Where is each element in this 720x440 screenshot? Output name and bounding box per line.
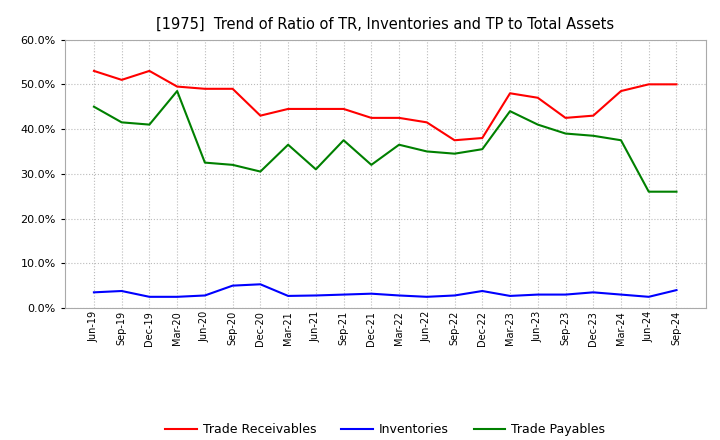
Legend: Trade Receivables, Inventories, Trade Payables: Trade Receivables, Inventories, Trade Pa… — [161, 418, 610, 440]
Trade Payables — [672, 189, 681, 194]
Line: Inventories: Inventories — [94, 284, 677, 297]
Trade Receivables — [256, 113, 265, 118]
Trade Payables — [505, 109, 514, 114]
Trade Receivables — [145, 68, 154, 73]
Trade Receivables — [395, 115, 403, 121]
Trade Receivables — [201, 86, 210, 92]
Trade Receivables — [644, 82, 653, 87]
Line: Trade Receivables: Trade Receivables — [94, 71, 677, 140]
Inventories — [423, 294, 431, 300]
Inventories — [505, 293, 514, 299]
Trade Receivables — [423, 120, 431, 125]
Inventories — [367, 291, 376, 296]
Trade Payables — [228, 162, 237, 168]
Trade Receivables — [450, 138, 459, 143]
Trade Payables — [395, 142, 403, 147]
Inventories — [312, 293, 320, 298]
Trade Receivables — [561, 115, 570, 121]
Inventories — [256, 282, 265, 287]
Trade Payables — [256, 169, 265, 174]
Inventories — [89, 290, 98, 295]
Inventories — [561, 292, 570, 297]
Trade Receivables — [89, 68, 98, 73]
Trade Receivables — [534, 95, 542, 100]
Trade Payables — [561, 131, 570, 136]
Inventories — [395, 293, 403, 298]
Inventories — [117, 288, 126, 293]
Inventories — [534, 292, 542, 297]
Inventories — [478, 288, 487, 293]
Title: [1975]  Trend of Ratio of TR, Inventories and TP to Total Assets: [1975] Trend of Ratio of TR, Inventories… — [156, 16, 614, 32]
Trade Payables — [367, 162, 376, 168]
Inventories — [644, 294, 653, 300]
Trade Payables — [450, 151, 459, 156]
Trade Receivables — [284, 106, 292, 112]
Trade Payables — [616, 138, 625, 143]
Trade Payables — [589, 133, 598, 139]
Trade Payables — [117, 120, 126, 125]
Inventories — [672, 287, 681, 293]
Trade Payables — [201, 160, 210, 165]
Inventories — [284, 293, 292, 299]
Trade Payables — [534, 122, 542, 127]
Trade Receivables — [616, 88, 625, 94]
Inventories — [228, 283, 237, 288]
Trade Receivables — [589, 113, 598, 118]
Inventories — [589, 290, 598, 295]
Trade Receivables — [173, 84, 181, 89]
Trade Payables — [312, 167, 320, 172]
Inventories — [145, 294, 154, 300]
Trade Payables — [89, 104, 98, 109]
Trade Payables — [644, 189, 653, 194]
Trade Receivables — [478, 136, 487, 141]
Inventories — [339, 292, 348, 297]
Trade Payables — [173, 88, 181, 94]
Trade Payables — [284, 142, 292, 147]
Inventories — [173, 294, 181, 300]
Inventories — [201, 293, 210, 298]
Trade Receivables — [117, 77, 126, 82]
Line: Trade Payables: Trade Payables — [94, 91, 677, 192]
Trade Receivables — [228, 86, 237, 92]
Trade Receivables — [672, 82, 681, 87]
Trade Payables — [145, 122, 154, 127]
Trade Payables — [339, 138, 348, 143]
Trade Receivables — [505, 91, 514, 96]
Trade Receivables — [339, 106, 348, 112]
Trade Receivables — [367, 115, 376, 121]
Inventories — [450, 293, 459, 298]
Trade Payables — [423, 149, 431, 154]
Trade Payables — [478, 147, 487, 152]
Trade Receivables — [312, 106, 320, 112]
Inventories — [616, 292, 625, 297]
